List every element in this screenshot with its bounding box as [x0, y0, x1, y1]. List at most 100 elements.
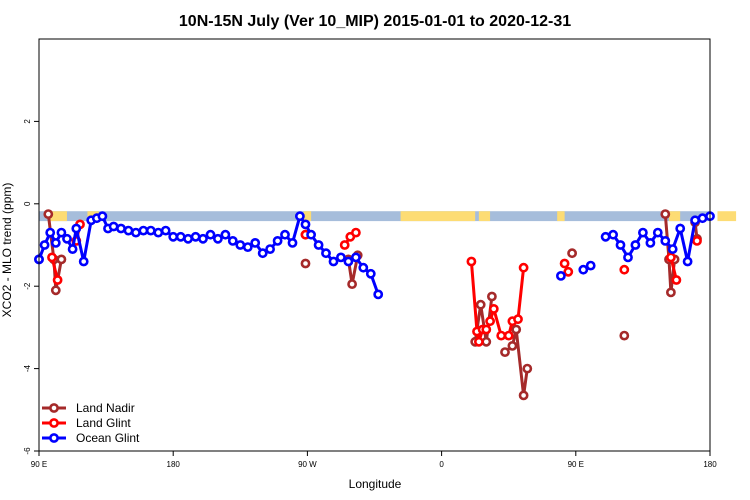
data-point [242, 242, 253, 252]
land-segment [717, 211, 737, 222]
data-point [350, 252, 361, 263]
data-point [220, 229, 231, 240]
data-point [466, 256, 477, 267]
data-point [67, 244, 78, 254]
data-point [660, 235, 671, 246]
data-point [619, 264, 630, 275]
legend-swatch-marker [49, 403, 59, 413]
data-point [585, 260, 596, 271]
legend-label: Land Glint [76, 416, 131, 430]
data-point [153, 227, 164, 238]
land-segment [557, 211, 565, 222]
data-point [130, 227, 141, 238]
ocean-band [39, 211, 710, 222]
x-tick-label: 90 W [298, 460, 317, 469]
data-point [652, 227, 663, 238]
data-point [235, 240, 246, 250]
data-point [343, 256, 354, 267]
data-point [500, 347, 510, 357]
data-point [168, 231, 179, 242]
data-point [183, 233, 193, 244]
land-segment [668, 211, 681, 222]
data-point [563, 266, 574, 277]
data-point [190, 231, 201, 242]
data-point [365, 268, 376, 279]
data-point [667, 244, 678, 254]
series-ocean-glint [34, 211, 715, 300]
data-point [78, 256, 89, 267]
x-tick-label: 90 E [31, 460, 47, 469]
y-tick-label: -4 [23, 364, 32, 372]
data-point [503, 330, 514, 341]
data-point [212, 233, 223, 244]
y-axis: -6 -4 -2 0 2 [23, 119, 39, 455]
data-point [339, 240, 350, 250]
data-point [578, 264, 589, 275]
data-point [486, 291, 497, 302]
x-tick-label: 90 E [568, 460, 584, 469]
data-point [71, 223, 82, 234]
series-layer [34, 209, 715, 401]
data-point [623, 252, 633, 263]
land-segment [478, 211, 491, 222]
legend-item: Ocean Glint [42, 431, 140, 445]
data-point [692, 235, 702, 246]
data-point [556, 270, 566, 281]
data-point [507, 340, 518, 351]
data-point [522, 363, 533, 374]
y-axis-label: XCO2 - MLO trend (ppm) [0, 183, 14, 318]
x-tick-label: 180 [703, 460, 717, 469]
x-tick-label: 180 [167, 460, 181, 469]
data-point [160, 225, 171, 236]
data-point [619, 330, 630, 341]
data-point [373, 289, 384, 300]
data-point [335, 252, 346, 263]
x-axis: 90 E 180 90 W 0 90 E 180 [31, 451, 717, 469]
legend-swatch-marker [49, 418, 59, 428]
data-point [559, 258, 570, 269]
data-point [671, 275, 682, 285]
data-point [50, 285, 61, 296]
data-point [608, 229, 618, 240]
data-point [280, 229, 290, 240]
data-point [300, 258, 311, 269]
data-point [56, 254, 67, 265]
data-point [511, 324, 522, 335]
data-point [50, 237, 61, 248]
series-land-glint [47, 219, 702, 347]
data-point [473, 336, 484, 347]
legend-label: Ocean Glint [76, 431, 140, 445]
data-point [272, 235, 283, 246]
data-point [666, 287, 676, 298]
data-point [485, 316, 495, 327]
data-point [496, 330, 507, 341]
data-point [227, 235, 238, 246]
legend-label: Land Nadir [76, 401, 135, 415]
data-point [52, 275, 63, 285]
data-point [39, 240, 50, 250]
data-point [145, 225, 156, 236]
data-point [97, 211, 108, 222]
data-point [630, 240, 641, 250]
data-point [347, 279, 357, 289]
land-segment [400, 211, 476, 222]
data-point [294, 211, 305, 222]
data-point [682, 256, 693, 267]
data-point [45, 227, 56, 238]
data-point [350, 227, 361, 238]
data-point [250, 237, 261, 248]
data-point [328, 256, 339, 267]
land-ocean-band [39, 211, 737, 222]
data-point [666, 252, 676, 263]
data-point [638, 227, 648, 238]
data-point [43, 209, 54, 219]
data-point [475, 299, 486, 310]
data-point [265, 244, 275, 254]
data-point [300, 219, 311, 230]
chart-title: 10N-15N July (Ver 10_MIP) 2015-01-01 to … [179, 13, 571, 30]
data-point [697, 213, 708, 224]
data-point [518, 390, 529, 401]
data-point [257, 248, 268, 259]
data-point [645, 237, 656, 248]
